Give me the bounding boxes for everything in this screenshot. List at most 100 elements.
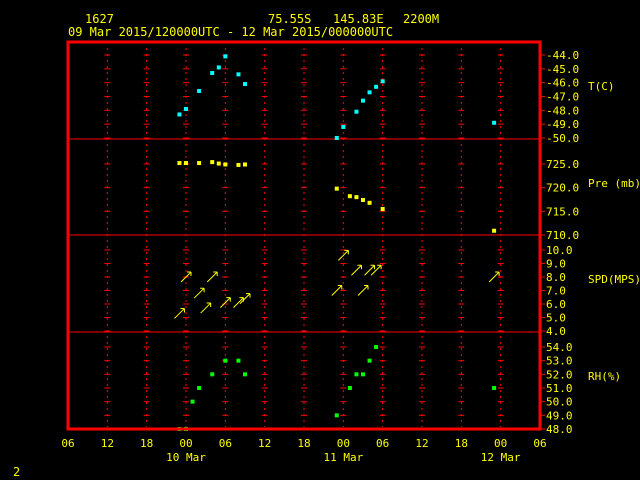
- wind-arrow: [239, 293, 251, 304]
- wind-arrow: [337, 249, 349, 261]
- data-point: [341, 124, 346, 129]
- y-tick-label: 7.0: [546, 285, 566, 298]
- data-point: [216, 65, 221, 70]
- y-tick-label: 8.0: [546, 271, 566, 284]
- y-tick-label: -50.0: [546, 132, 579, 145]
- x-tick-label: 06: [533, 437, 546, 450]
- wind-arrow: [364, 264, 376, 276]
- wind-arrow: [206, 271, 218, 283]
- data-point: [334, 186, 339, 191]
- x-tick-label: 18: [140, 437, 153, 450]
- y-tick-label: 48.0: [546, 423, 573, 436]
- panel-label-2: SPD(MPS): [588, 273, 640, 286]
- data-point: [367, 200, 372, 205]
- data-point: [210, 160, 215, 165]
- y-tick-label: 53.0: [546, 355, 573, 368]
- data-point: [374, 345, 379, 349]
- wind-arrow: [174, 307, 185, 319]
- y-tick-label: 50.0: [546, 396, 573, 409]
- station-altitude: 2200M: [403, 12, 440, 26]
- wind-arrow: [200, 302, 212, 314]
- data-point: [177, 112, 182, 117]
- y-tick-label: 51.0: [546, 382, 573, 395]
- data-point: [374, 84, 379, 89]
- wind-arrow: [488, 271, 500, 283]
- data-point: [380, 206, 385, 211]
- wind-arrow: [331, 285, 343, 296]
- x-day-label: 11 Mar: [323, 451, 363, 464]
- y-tick-label: -48.0: [546, 104, 579, 117]
- x-tick-label: 06: [219, 437, 232, 450]
- data-point: [190, 399, 195, 404]
- data-point: [210, 70, 215, 75]
- y-tick-label: 52.0: [546, 368, 573, 381]
- x-tick-label: 00: [179, 437, 192, 450]
- x-tick-label: 00: [494, 437, 507, 450]
- wind-arrow: [357, 285, 369, 296]
- wind-arrow: [180, 271, 192, 283]
- data-point: [236, 162, 241, 167]
- data-point: [223, 358, 228, 363]
- data-point: [216, 161, 221, 166]
- data-point: [492, 120, 497, 125]
- panel-label-1: Pre (mb): [588, 177, 640, 190]
- y-tick-label: -49.0: [546, 118, 579, 131]
- x-tick-label: 12: [258, 437, 271, 450]
- y-tick-label: -46.0: [546, 77, 579, 90]
- data-point: [243, 82, 247, 87]
- data-point: [236, 72, 241, 77]
- y-tick-label: -44.0: [546, 49, 579, 62]
- y-tick-label: 49.0: [546, 409, 573, 422]
- time-range: 09 Mar 2015/120000UTC - 12 Mar 2015/0000…: [68, 25, 394, 39]
- data-point: [236, 358, 241, 363]
- y-tick-label: -47.0: [546, 91, 579, 104]
- panel-label-0: T(C): [588, 80, 615, 93]
- data-point: [361, 197, 365, 202]
- y-tick-label: 4.0: [546, 325, 566, 338]
- wind-arrow: [370, 264, 382, 276]
- data-point: [492, 228, 497, 233]
- panel-label-3: RH(%): [588, 370, 621, 383]
- x-tick-label: 18: [297, 437, 310, 450]
- data-point: [361, 372, 365, 377]
- x-day-label: 10 Mar: [166, 451, 206, 464]
- data-point: [243, 162, 247, 167]
- x-day-label: 12 Mar: [481, 451, 521, 464]
- y-tick-label: 9.0: [546, 258, 566, 271]
- data-point: [223, 162, 228, 167]
- data-point: [197, 88, 202, 93]
- data-point: [354, 109, 359, 114]
- wind-arrow: [233, 297, 244, 309]
- x-tick-label: 12: [101, 437, 114, 450]
- data-point: [334, 136, 339, 140]
- data-point: [354, 372, 359, 377]
- data-point: [367, 358, 372, 363]
- y-tick-label: 54.0: [546, 341, 573, 354]
- y-tick-label: 710.0: [546, 229, 579, 242]
- data-point: [367, 90, 372, 95]
- data-point: [197, 161, 202, 166]
- x-tick-label: 06: [61, 437, 74, 450]
- data-point: [177, 161, 182, 166]
- data-point: [361, 98, 365, 103]
- y-tick-label: 5.0: [546, 312, 566, 325]
- data-point: [492, 386, 497, 390]
- data-point: [380, 79, 385, 84]
- data-point: [243, 372, 247, 377]
- chart-frame: [66, 40, 542, 431]
- x-tick-label: 18: [455, 437, 468, 450]
- data-point: [347, 194, 352, 199]
- data-point: [347, 386, 352, 390]
- y-tick-label: 725.0: [546, 158, 579, 171]
- y-tick-label: 715.0: [546, 205, 579, 218]
- wind-arrow: [219, 297, 231, 309]
- wind-arrow: [193, 287, 205, 299]
- data-point: [184, 106, 188, 111]
- data-point: [354, 195, 359, 200]
- wind-arrow: [351, 264, 362, 276]
- data-point: [184, 161, 188, 166]
- x-tick-label: 00: [337, 437, 350, 450]
- y-tick-label: 720.0: [546, 182, 579, 195]
- y-tick-label: 6.0: [546, 298, 566, 311]
